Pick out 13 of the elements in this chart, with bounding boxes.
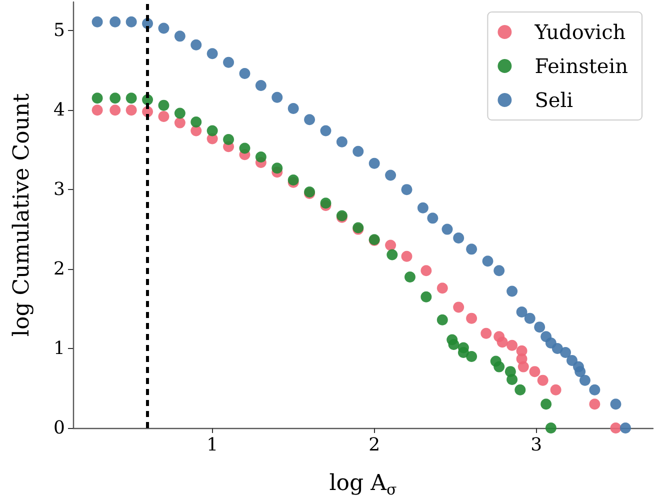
y-tick-label: 4 — [54, 100, 65, 121]
y-axis-title: log Cumulative Count — [10, 93, 34, 337]
legend-label: Seli — [534, 88, 574, 112]
y-tick-label: 0 — [54, 418, 65, 438]
y-tick-label: 2 — [54, 258, 65, 280]
x-tick-label: 2 — [368, 434, 380, 456]
y-tick-label: 1 — [54, 338, 65, 360]
y-tick-label: 5 — [54, 20, 65, 42]
legend-label: Feinstein — [534, 54, 628, 78]
x-tick-label: 1 — [206, 434, 218, 456]
legend-label: Yudovich — [534, 20, 626, 44]
x-tick-label: 3 — [530, 434, 542, 456]
y-tick-label: 3 — [54, 179, 65, 200]
